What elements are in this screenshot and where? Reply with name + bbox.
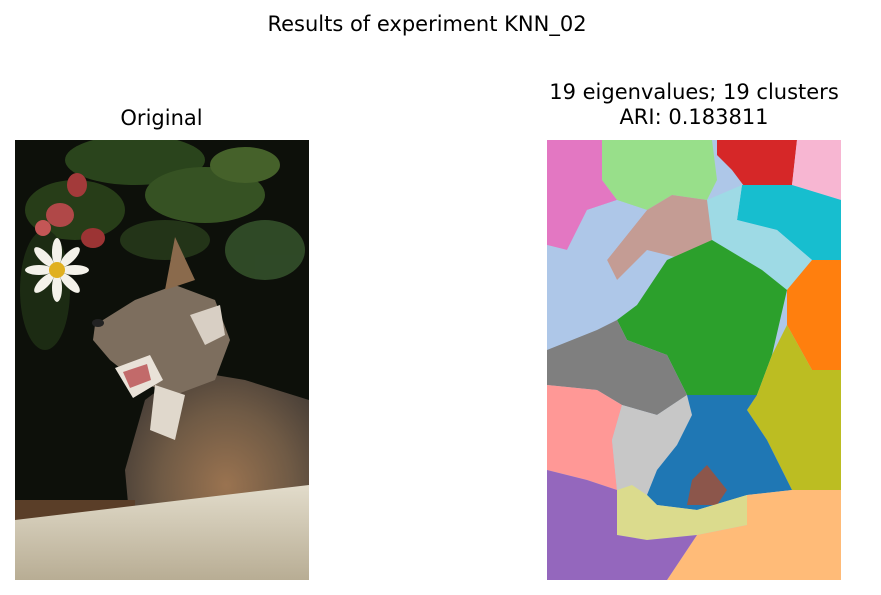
- cluster-region-light-orange: [667, 490, 841, 580]
- cluster-region-light-blue: [547, 200, 647, 350]
- segmentation-title-line1: 19 eigenvalues; 19 clusters: [549, 80, 839, 104]
- cluster-region-red: [717, 140, 797, 190]
- daisy-flower: [25, 238, 89, 302]
- log: [15, 485, 309, 580]
- cluster-region-light-olive: [617, 485, 747, 540]
- cluster-region-top-green: [602, 140, 717, 210]
- cluster-region-silver: [612, 395, 692, 495]
- paintbrush-flowers: [35, 173, 105, 248]
- cluster-region-orange: [787, 260, 841, 370]
- original-image: [15, 140, 309, 580]
- cluster-region-pale-cyan: [707, 185, 812, 290]
- cluster-region-gray: [547, 320, 687, 415]
- cluster-region-light-pink: [792, 140, 841, 200]
- cluster-region-brown: [687, 465, 727, 505]
- cluster-region-cyan: [737, 185, 841, 270]
- cluster-region-salmon: [547, 385, 622, 490]
- cluster-region-pink: [547, 140, 617, 250]
- cluster-region-green: [617, 240, 787, 395]
- segmentation-axes-title: 19 eigenvalues; 19 clusters ARI: 0.18381…: [520, 80, 868, 130]
- figure-suptitle: Results of experiment KNN_02: [267, 12, 587, 36]
- cluster-region-blue: [647, 395, 792, 510]
- foliage: [20, 140, 305, 350]
- original-axes-title: Original: [120, 106, 203, 130]
- segmentation-title-line2: ARI: 0.183811: [619, 105, 769, 129]
- segmentation-heatmap: [547, 140, 841, 580]
- cluster-region-purple: [547, 470, 697, 580]
- cluster-region-olive: [747, 325, 841, 490]
